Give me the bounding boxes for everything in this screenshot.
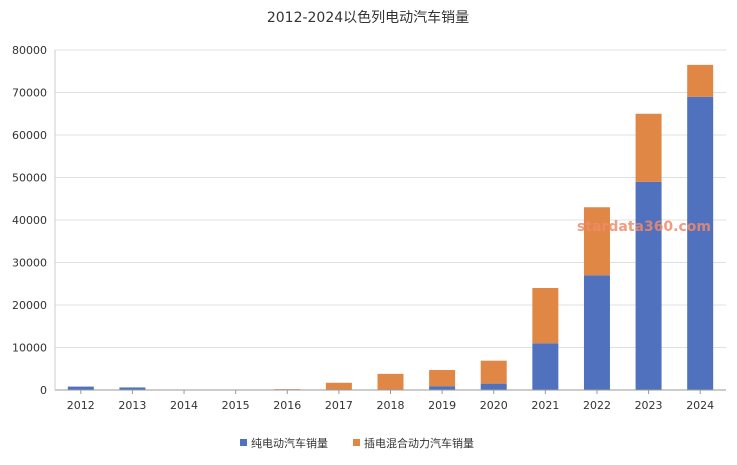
legend: 纯电动汽车销量 插电混合动力汽车销量: [240, 436, 474, 450]
y-tick-label: 80000: [12, 44, 47, 57]
bar-bev-2022: [583, 275, 610, 390]
legend-swatch: [353, 439, 360, 446]
bar-phev-2024: [687, 64, 714, 97]
bar-phev-2017: [325, 382, 352, 390]
bar-phev-2018: [377, 373, 404, 390]
watermark-text: stardata360.com: [577, 219, 711, 235]
bar-phev-2019: [429, 370, 456, 387]
bar-bev-2013: [119, 387, 146, 390]
bar-bev-2021: [532, 343, 559, 390]
bar-phev-2021: [532, 288, 559, 344]
y-tick-label: 20000: [12, 299, 47, 312]
legend-label: 插电混合动力汽车销量: [364, 436, 474, 450]
y-tick-label: 0: [40, 384, 47, 397]
bar-phev-2023: [635, 113, 662, 182]
x-tick-label: 2019: [428, 399, 456, 412]
grid-lines: [55, 49, 726, 348]
x-tick-label: 2020: [480, 399, 508, 412]
y-tick-label: 30000: [12, 257, 47, 270]
x-tick-label: 2012: [67, 399, 95, 412]
x-tick-label: 2016: [273, 399, 301, 412]
x-axis-ticks: 2012 2013 2014 2015 2016 2017 2018 2019 2020 2021…: [67, 390, 714, 412]
legend-swatch: [240, 439, 247, 446]
x-tick-label: 2017: [325, 399, 353, 412]
legend-label: 纯电动汽车销量: [251, 436, 328, 450]
y-axis-ticks: 0 10000 20000 30000 40000 50000 60000 70000 8000…: [12, 44, 47, 397]
bar-bev-2012: [67, 386, 94, 390]
y-tick-label: 10000: [12, 342, 47, 355]
bar-bev-2023: [635, 181, 662, 390]
bar-phev-2020: [480, 360, 507, 384]
x-tick-label: 2018: [377, 399, 405, 412]
x-tick-label: 2014: [170, 399, 198, 412]
y-tick-label: 70000: [12, 87, 47, 100]
bar-phev-2022: [583, 207, 610, 276]
x-tick-label: 2024: [686, 399, 714, 412]
y-tick-label: 50000: [12, 172, 47, 185]
chart-title: 2012-2024以色列电动汽车销量: [267, 9, 469, 26]
bars: [67, 64, 714, 390]
bar-bev-2020: [480, 383, 507, 390]
x-tick-label: 2021: [531, 399, 559, 412]
x-tick-label: 2013: [118, 399, 146, 412]
x-tick-label: 2022: [583, 399, 611, 412]
x-tick-label: 2023: [635, 399, 663, 412]
bar-bev-2024: [687, 96, 714, 390]
bar-bev-2019: [429, 386, 456, 390]
y-tick-label: 40000: [12, 214, 47, 227]
y-tick-label: 60000: [12, 129, 47, 142]
x-tick-label: 2015: [222, 399, 250, 412]
